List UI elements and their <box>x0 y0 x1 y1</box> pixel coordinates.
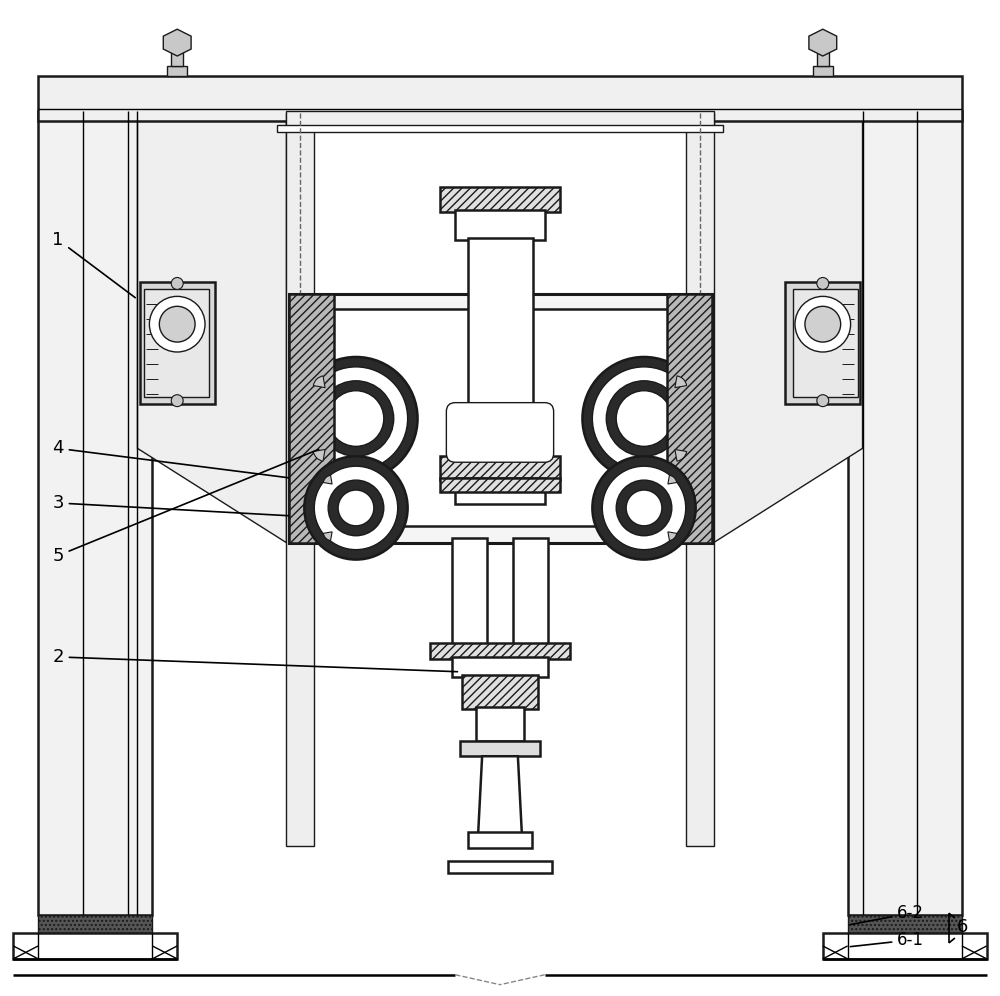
Circle shape <box>817 394 829 406</box>
Circle shape <box>805 307 841 342</box>
Polygon shape <box>478 756 522 834</box>
Bar <box>823 933 987 959</box>
Bar <box>286 111 714 125</box>
Bar <box>513 538 548 645</box>
Polygon shape <box>460 741 540 756</box>
Polygon shape <box>163 29 191 56</box>
Circle shape <box>294 357 418 480</box>
Circle shape <box>592 456 696 560</box>
Circle shape <box>171 394 183 406</box>
Circle shape <box>817 278 829 290</box>
Circle shape <box>328 480 384 536</box>
Bar <box>277 124 723 132</box>
Circle shape <box>606 380 682 456</box>
Circle shape <box>304 456 408 560</box>
Bar <box>817 36 829 66</box>
Bar <box>13 933 177 959</box>
Polygon shape <box>809 29 837 56</box>
Circle shape <box>314 466 398 550</box>
Bar <box>667 295 712 543</box>
Circle shape <box>616 390 672 446</box>
Bar <box>793 290 858 396</box>
Bar <box>452 657 548 676</box>
Text: 2: 2 <box>52 648 457 671</box>
Text: 3: 3 <box>52 494 289 516</box>
Bar <box>785 283 860 403</box>
Circle shape <box>159 307 195 342</box>
Wedge shape <box>675 449 687 461</box>
Bar <box>452 538 487 645</box>
Bar <box>455 478 545 504</box>
Wedge shape <box>323 475 332 484</box>
Wedge shape <box>313 375 325 387</box>
Text: 5: 5 <box>52 449 319 565</box>
Circle shape <box>304 367 408 470</box>
Circle shape <box>795 297 851 352</box>
Circle shape <box>338 490 374 526</box>
Wedge shape <box>313 449 325 461</box>
Circle shape <box>582 357 706 480</box>
Text: 6-2: 6-2 <box>850 904 924 924</box>
Bar <box>167 66 187 76</box>
Bar <box>289 295 712 543</box>
Polygon shape <box>448 861 552 873</box>
Bar <box>140 283 215 403</box>
Text: 6: 6 <box>957 918 968 936</box>
Bar <box>813 66 833 76</box>
Bar <box>686 113 714 846</box>
Wedge shape <box>323 532 332 541</box>
Circle shape <box>318 380 394 456</box>
Bar <box>440 478 560 492</box>
Bar <box>462 675 538 708</box>
Bar <box>848 915 962 933</box>
Wedge shape <box>668 532 677 541</box>
Text: 1: 1 <box>52 231 135 298</box>
Bar <box>286 113 314 846</box>
Text: 6-1: 6-1 <box>850 931 924 949</box>
Circle shape <box>171 278 183 290</box>
Circle shape <box>602 466 686 550</box>
Bar <box>455 210 545 240</box>
Bar <box>38 76 962 121</box>
Bar <box>316 310 684 526</box>
Bar <box>38 915 152 933</box>
Bar <box>144 290 209 396</box>
Polygon shape <box>714 121 863 543</box>
Circle shape <box>592 367 696 470</box>
Circle shape <box>149 297 205 352</box>
Circle shape <box>626 490 662 526</box>
Bar <box>440 456 560 480</box>
Wedge shape <box>675 375 687 387</box>
Circle shape <box>328 390 384 446</box>
Circle shape <box>616 480 672 536</box>
Bar <box>171 36 183 66</box>
Bar <box>38 111 152 915</box>
Bar <box>430 643 570 659</box>
FancyBboxPatch shape <box>446 402 554 462</box>
Bar <box>468 832 532 848</box>
Bar <box>468 238 533 458</box>
Bar <box>476 706 524 741</box>
Wedge shape <box>668 475 677 484</box>
Bar <box>289 295 334 543</box>
Text: 4: 4 <box>52 439 289 478</box>
Bar <box>848 111 962 915</box>
Bar <box>440 187 560 212</box>
Polygon shape <box>137 121 286 543</box>
